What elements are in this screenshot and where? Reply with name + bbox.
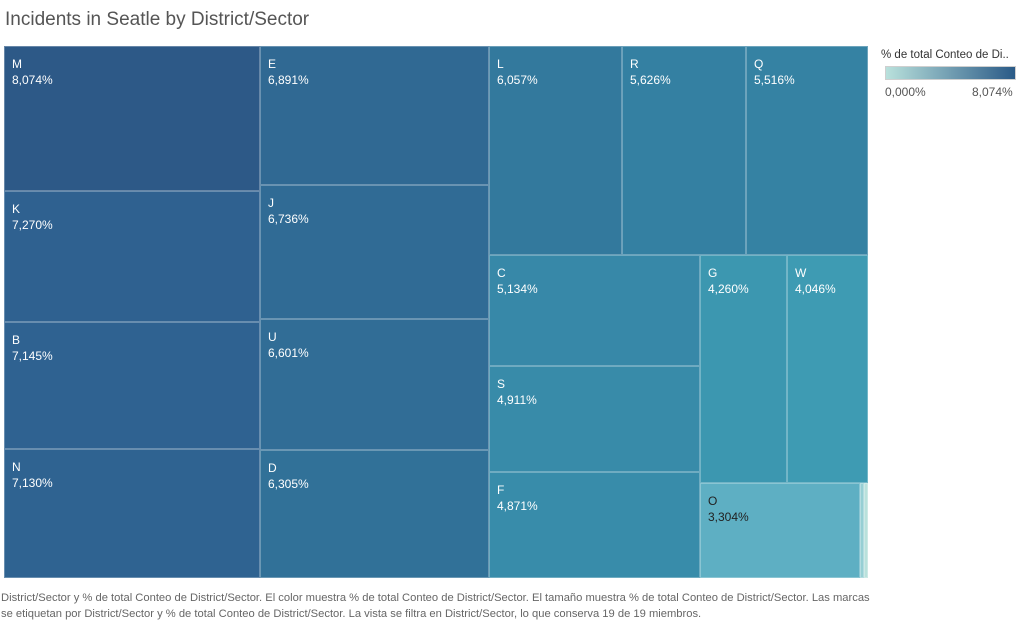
- treemap-cell-m[interactable]: M 8,074%: [4, 46, 260, 191]
- treemap-cell-b[interactable]: B 7,145%: [4, 322, 260, 449]
- cell-value-label: 4,046%: [795, 282, 836, 296]
- treemap-cell-o[interactable]: O 3,304%: [700, 483, 860, 578]
- treemap-cell-g[interactable]: G 4,260%: [700, 255, 787, 483]
- cell-name-label: U: [268, 330, 277, 344]
- cell-name-label: J: [268, 196, 274, 210]
- treemap-cell-q[interactable]: Q 5,516%: [746, 46, 868, 255]
- cell-value-label: 4,911%: [497, 393, 537, 407]
- cell-value-label: 5,134%: [497, 282, 538, 296]
- cell-value-label: 3,304%: [708, 510, 749, 524]
- cell-name-label: N: [12, 460, 21, 474]
- cell-value-label: 4,260%: [708, 282, 749, 296]
- cell-name-label: S: [497, 377, 506, 391]
- cell-value-label: 7,130%: [12, 476, 53, 490]
- chart-title: Incidents in Seatle by District/Sector: [5, 9, 310, 30]
- cell-name-label: O: [708, 494, 718, 508]
- cell-value-label: 6,305%: [268, 477, 309, 491]
- treemap-cell-sliver-18[interactable]: [864, 483, 868, 578]
- cell-name-label: M: [12, 57, 22, 71]
- legend-color-ramp: [885, 66, 1016, 80]
- treemap-cell-f[interactable]: F 4,871%: [489, 472, 700, 578]
- cell-name-label: B: [12, 333, 21, 347]
- treemap-cell-l[interactable]: L 6,057%: [489, 46, 622, 255]
- treemap-cell-e[interactable]: E 6,891%: [260, 46, 489, 185]
- treemap-cell-c[interactable]: C 5,134%: [489, 255, 700, 366]
- cell-name-label: L: [497, 57, 504, 71]
- legend-min-label: 0,000%: [885, 85, 926, 99]
- treemap-cell-s[interactable]: S 4,911%: [489, 366, 700, 472]
- cell-name-label: Q: [754, 57, 764, 71]
- treemap-cell-n[interactable]: N 7,130%: [4, 449, 260, 578]
- treemap-cell-u[interactable]: U 6,601%: [260, 319, 489, 450]
- cell-value-label: 6,057%: [497, 73, 538, 87]
- chart-caption: District/Sector y % de total Conteo de D…: [1, 592, 870, 620]
- treemap-cell-r[interactable]: R 5,626%: [622, 46, 746, 255]
- treemap-cell-sliver-17[interactable]: [860, 483, 864, 578]
- legend-title: % de total Conteo de Di..: [881, 49, 1009, 61]
- treemap-cell-k[interactable]: K 7,270%: [4, 191, 260, 322]
- cell-name-label: C: [497, 266, 506, 280]
- cell-value-label: 8,074%: [12, 73, 53, 87]
- cell-name-label: D: [268, 461, 277, 475]
- cell-name-label: R: [630, 57, 639, 71]
- cell-value-label: 4,871%: [497, 499, 538, 513]
- cell-name-label: F: [497, 483, 505, 497]
- treemap-cell-j[interactable]: J 6,736%: [260, 185, 489, 319]
- cell-name-label: W: [795, 266, 807, 280]
- cell-name-label: E: [268, 57, 277, 71]
- cell-value-label: 6,601%: [268, 346, 309, 360]
- legend-max-label: 8,074%: [972, 85, 1013, 99]
- cell-value-label: 7,145%: [12, 349, 53, 363]
- cell-value-label: 6,736%: [268, 212, 309, 226]
- treemap-cell-w[interactable]: W 4,046%: [787, 255, 868, 483]
- cell-value-label: 5,516%: [754, 73, 795, 87]
- cell-name-label: G: [708, 266, 718, 280]
- cell-value-label: 5,626%: [630, 73, 671, 87]
- treemap-cell-d[interactable]: D 6,305%: [260, 450, 489, 578]
- cell-value-label: 6,891%: [268, 73, 309, 87]
- cell-name-label: K: [12, 202, 21, 216]
- treemap[interactable]: M 8,074% K 7,270% B 7,145% N 7,130% E 6,891% J 6,73…: [4, 46, 868, 578]
- cell-value-label: 7,270%: [12, 218, 53, 232]
